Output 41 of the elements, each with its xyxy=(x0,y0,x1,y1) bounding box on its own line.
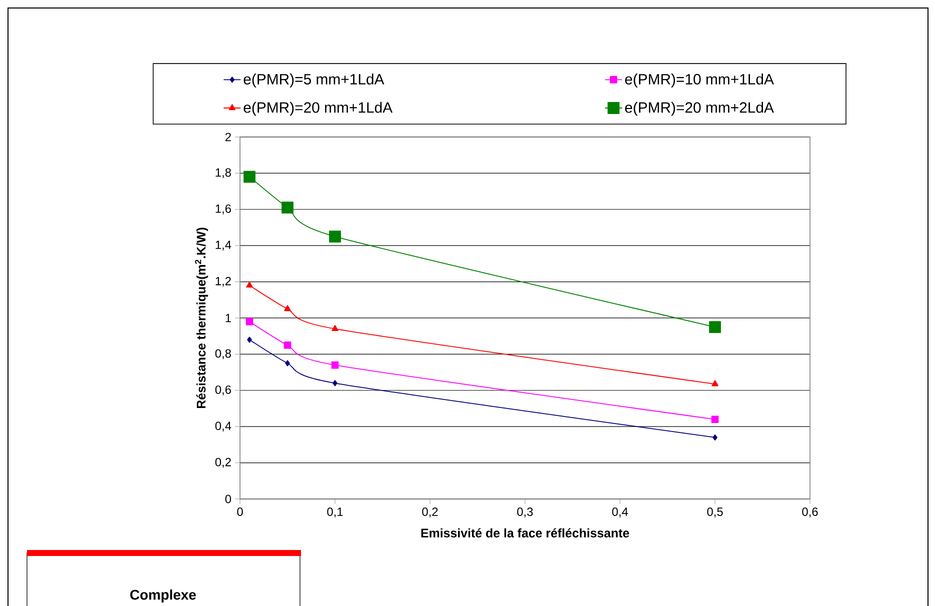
y-tick-label: 1,2 xyxy=(216,276,231,287)
y-tick-label: 0,4 xyxy=(215,422,232,432)
point xyxy=(332,324,338,331)
point xyxy=(285,360,290,366)
x-tick-label: 0,5 xyxy=(707,508,723,518)
y-tick-label: 0 xyxy=(225,494,232,504)
y-tick-label: 2 xyxy=(225,132,231,142)
point xyxy=(331,361,339,369)
y-tick-label: 0,8 xyxy=(215,349,231,360)
x-tick-label: 0,4 xyxy=(612,508,628,518)
point xyxy=(329,230,341,242)
point xyxy=(711,416,719,423)
y-tick-label: 0,2 xyxy=(215,458,231,468)
x-axis-title: Emissivité de la face réfléchissante xyxy=(421,528,630,538)
y-tick-label: 1 xyxy=(226,314,231,322)
y-tick-label: 1,8 xyxy=(216,168,231,178)
point xyxy=(709,321,721,333)
y-tick-label: 1,6 xyxy=(216,204,231,214)
point xyxy=(246,282,253,288)
point xyxy=(712,434,718,440)
text: Complexe xyxy=(130,589,196,602)
y-tick-label: 0,6 xyxy=(215,385,231,396)
x-tick-label: 0,6 xyxy=(802,508,818,518)
point xyxy=(284,305,291,312)
point xyxy=(244,170,256,183)
x-tick-label: 0,3 xyxy=(517,508,533,518)
legend-label: e(PMR)=10 mm+1LdA xyxy=(625,74,774,88)
x-tick-label: 0,2 xyxy=(422,508,438,518)
legend-label: e(PMR)=20 mm+1LdA xyxy=(244,102,393,116)
y-tick-label: 1,4 xyxy=(216,240,232,250)
legend-label: e(PMR)=5 mm+1LdA xyxy=(244,74,384,88)
x-tick-label: 0 xyxy=(237,508,243,516)
point xyxy=(247,336,252,343)
legend-label: e(PMR)=20 mm+2LdA xyxy=(625,102,774,116)
point xyxy=(284,341,292,349)
x-tick-label: 0,1 xyxy=(327,508,343,518)
point xyxy=(246,318,254,326)
y-axis-title: Résistance thermique(m$^{2}$.K/W) xyxy=(195,228,208,408)
point xyxy=(282,202,294,214)
point xyxy=(712,380,718,386)
point xyxy=(332,380,338,386)
